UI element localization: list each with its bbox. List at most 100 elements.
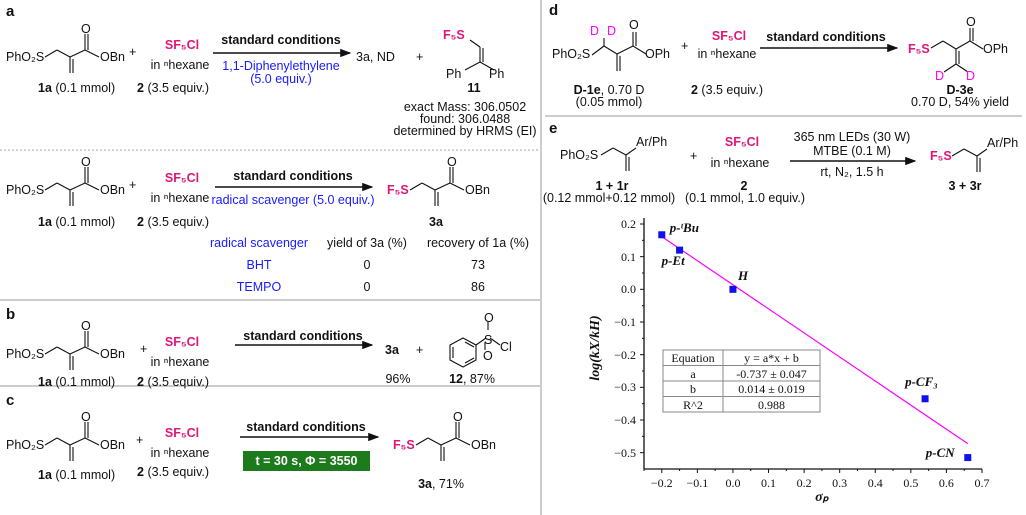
point-label: p-Et [661, 253, 685, 269]
y-tick-label: −0.4 [614, 413, 636, 427]
x-tick-label: 0.7 [974, 476, 990, 490]
y-tick-label: −0.1 [614, 315, 636, 329]
reagent-label: 2 [740, 179, 748, 193]
plus: + [416, 50, 424, 64]
reagent-sf5cl: SF₅Cl [164, 335, 200, 349]
reactant-label: D-1e, 0.70 D [573, 83, 645, 97]
additive: radical scavenger (5.0 equiv.) [211, 193, 375, 207]
sulfonyl-s: S [484, 333, 493, 347]
panel-label-d: d [549, 2, 559, 19]
reactant-group: PhO₂S [6, 183, 45, 197]
product-ester: OBn [465, 183, 491, 197]
condition-light: 365 nm LEDs (30 W) [793, 130, 911, 144]
fit-table-text: a [690, 366, 696, 381]
deuterium: D [966, 69, 976, 83]
x-tick-label: 0.0 [725, 476, 741, 490]
product-o: O [447, 155, 457, 169]
reagent-label: 2 (3.5 equiv.) [137, 215, 210, 229]
point-label: p-CF₃ [905, 373, 938, 389]
reactant-group: PhO₂S [6, 347, 45, 361]
sulfonyl-o: O [483, 349, 493, 363]
trap-ph1: Ph [446, 67, 462, 81]
carbonyl-o: O [81, 22, 91, 36]
reagent-label: 2 (3.5 equiv.) [137, 81, 210, 95]
condition-solvent: MTBE (0.1 M) [813, 144, 891, 158]
y-tick-label: −0.5 [614, 445, 636, 460]
reagent-sf5cl: SF₅Cl [164, 426, 200, 440]
y-tick-label: 0.0 [621, 282, 636, 297]
table-header: recovery of 1a (%) [426, 236, 530, 250]
product-ester: OPh [983, 42, 1009, 56]
ester-group: OBn [100, 183, 126, 197]
reactant-label: 1a (0.1 mmol) [38, 215, 116, 229]
reagent-solvent: in ⁿhexane [150, 191, 210, 205]
fit-table-text: y = a*x + b [744, 351, 799, 365]
byproduct-label: 12, 87% [449, 372, 495, 386]
data-point [658, 231, 666, 239]
ester-group: OBn [100, 347, 126, 361]
structure-1a-b [44, 330, 100, 371]
reactant-label: 1a (0.1 mmol) [38, 81, 116, 95]
reagent-solvent: in ⁿhexane [150, 446, 210, 460]
plus: + [140, 342, 148, 356]
mass-method: determined by HRMS (EI) [393, 124, 537, 138]
condition-temp: rt, N₂, 1.5 h [820, 165, 884, 179]
reactant-aryl: Ar/Ph [636, 135, 668, 149]
panel-label-b: b [6, 306, 16, 323]
fit-table-text: R^2 [683, 397, 703, 412]
x-axis-label: σₚ [815, 490, 829, 505]
conditions: standard conditions [766, 30, 886, 44]
reactant-group: PhO₂S [560, 148, 599, 162]
table-header: radical scavenger [210, 236, 308, 250]
carbonyl-o: O [629, 18, 639, 32]
reagent-label: 2 (3.5 equiv.) [690, 83, 764, 97]
panel-label-c: c [6, 392, 15, 409]
structure-11 [464, 39, 495, 71]
reagent-solvent: in ⁿhexane [150, 355, 210, 369]
point-label: p-CN [925, 444, 955, 460]
data-point [964, 454, 972, 462]
table-header: yield of 3a (%) [327, 236, 407, 250]
ester-group: OBn [100, 50, 126, 64]
trap-label: 11 [467, 81, 481, 95]
reagent-sf5cl: SF₅Cl [711, 29, 747, 43]
fit-line [661, 236, 969, 445]
additive: 1,1-Diphenylethylene [222, 59, 340, 73]
reagent-amount: (0.1 mmol, 1.0 equiv.) [685, 191, 805, 205]
product-result: 3a, ND [356, 50, 395, 64]
reagent-label: 2 (3.5 equiv.) [137, 465, 210, 479]
plus: + [690, 149, 698, 163]
point-label: H [737, 268, 749, 284]
structure-1a-a2 [44, 166, 100, 207]
structure-3a-a2 [409, 166, 465, 207]
panel-label-e: e [549, 120, 558, 137]
y-axis-label: log(kX/kH) [588, 315, 603, 381]
table-cell: 86 [471, 280, 485, 294]
conditions: standard conditions [246, 420, 366, 434]
carbonyl-o: O [81, 319, 91, 333]
structure-1a-a [44, 33, 100, 74]
conditions: standard conditions [221, 33, 341, 47]
reactant-group: PhO₂S [552, 47, 591, 61]
product-result: 0.70 D, 54% yield [911, 95, 1009, 109]
x-tick-label: 0.2 [796, 476, 812, 490]
fit-table-text: Equation [671, 351, 715, 365]
reactant-group: PhO₂S [6, 50, 45, 64]
reactant-label: 1a (0.1 mmol) [38, 468, 116, 482]
plus: + [681, 39, 689, 53]
table-cell: 0 [363, 258, 371, 272]
fit-table-text: 0.014 ± 0.019 [738, 382, 805, 396]
x-tick-label: 0.1 [761, 476, 777, 490]
additive-amount: (5.0 equiv.) [250, 72, 312, 86]
table-cell: TEMPO [236, 280, 282, 294]
product-label: D-3e [946, 83, 974, 97]
found-mass: found: 306.0488 [419, 112, 511, 126]
reactant-label: 1a (0.1 mmol) [38, 375, 116, 389]
carbonyl-o: O [81, 410, 91, 424]
data-point [729, 285, 737, 293]
table-cell: 0 [363, 280, 371, 294]
exact-mass: exact Mass: 306.0502 [403, 100, 527, 114]
reactant-amount: (0.12 mmol+0.12 mmol) [542, 191, 676, 205]
reactant-group: PhO₂S [6, 438, 45, 452]
